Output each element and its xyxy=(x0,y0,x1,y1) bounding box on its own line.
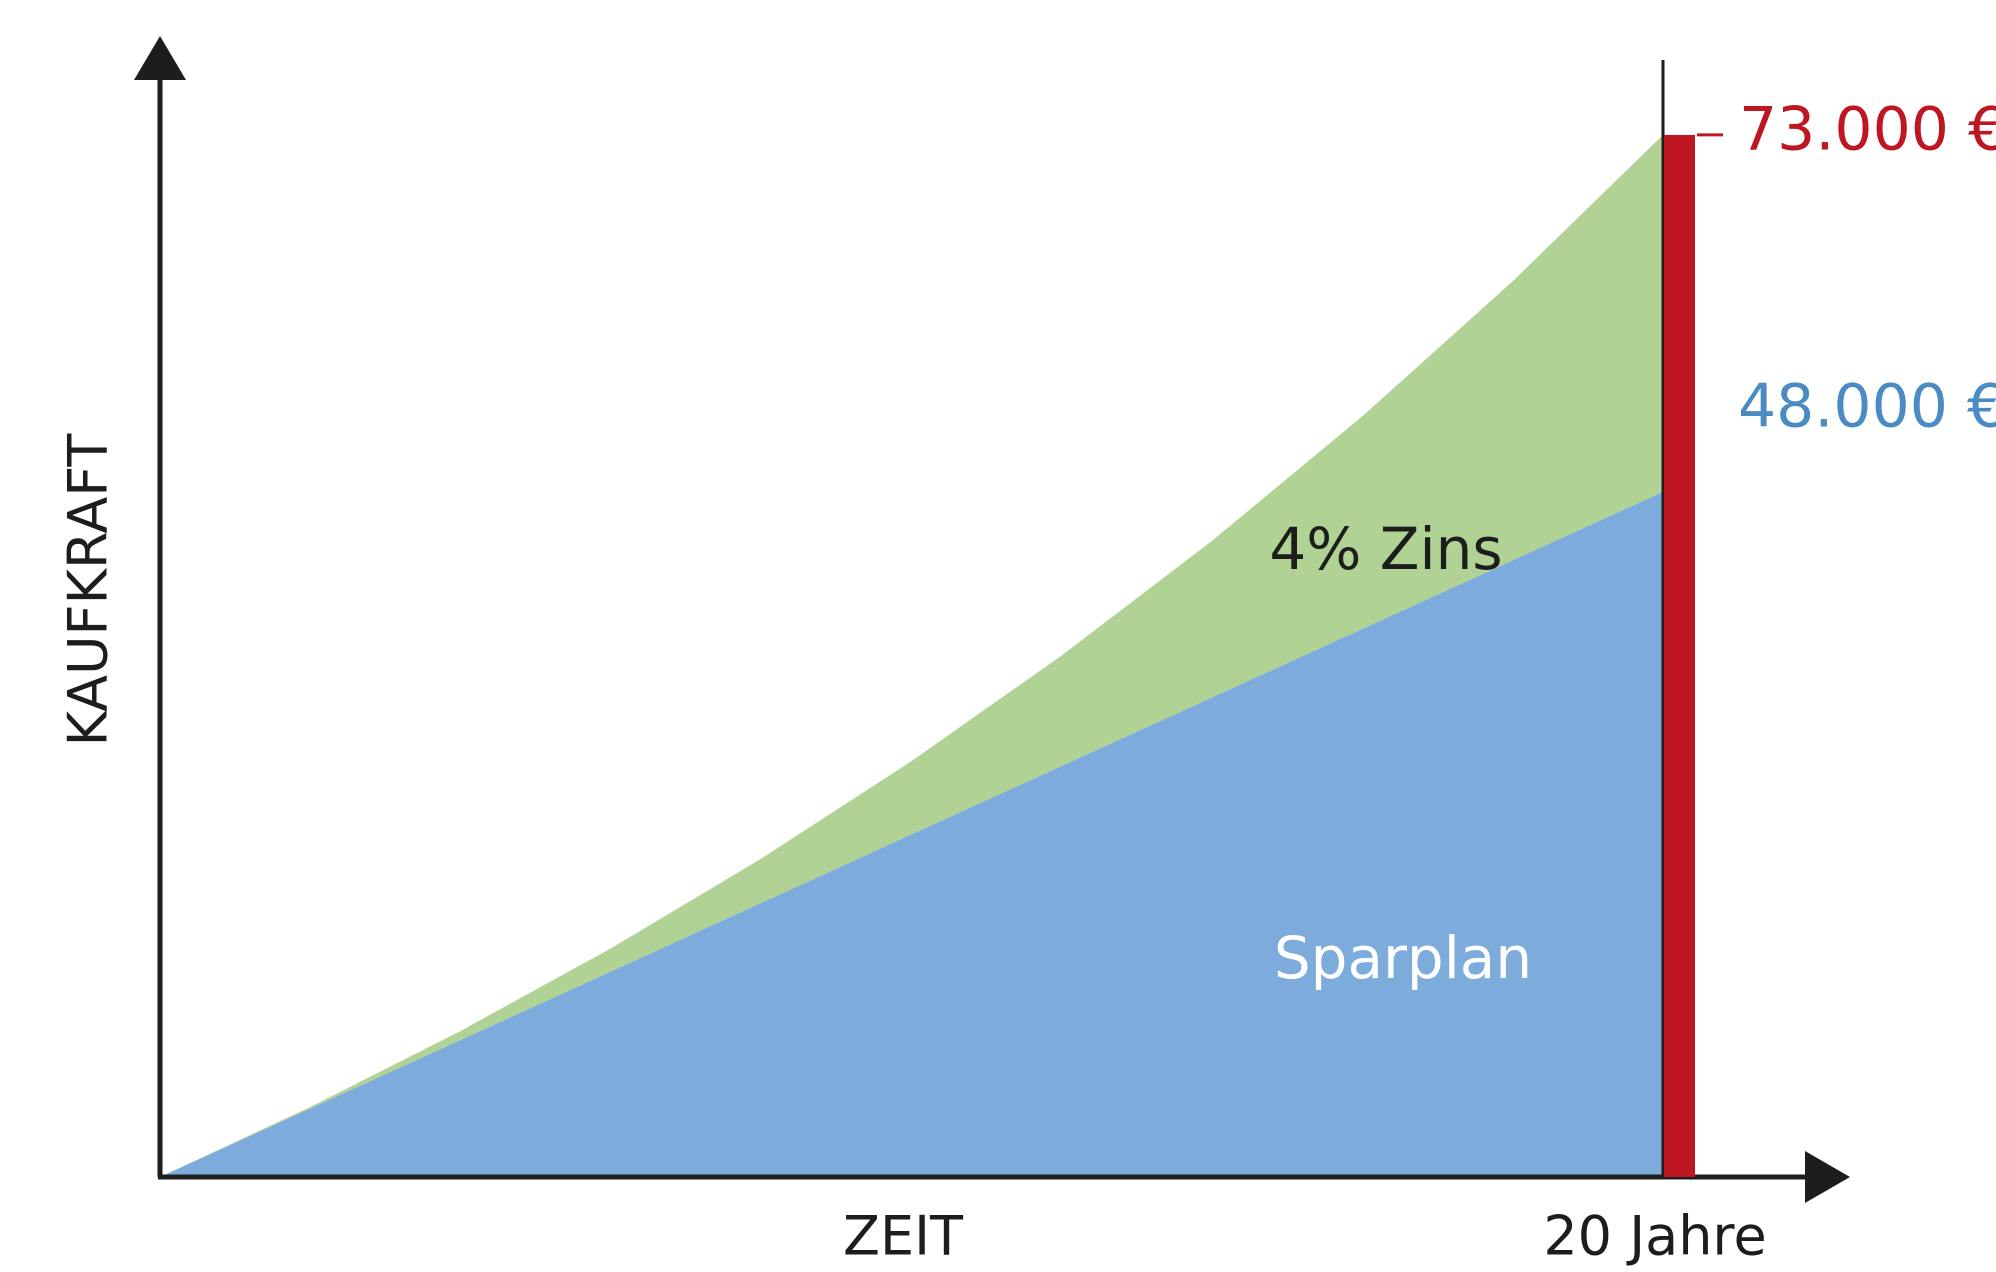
y-axis-label: KAUFKRAFT xyxy=(57,433,120,747)
x-tick-label: 20 Jahre xyxy=(1543,1205,1766,1268)
series-label: 4% Zins xyxy=(1269,515,1502,583)
y-axis-arrow xyxy=(134,36,186,80)
value-label: 73.000 € xyxy=(1739,95,1996,165)
x-axis-arrow xyxy=(1805,1151,1850,1203)
x-axis-label: ZEIT xyxy=(843,1205,964,1268)
total-bar xyxy=(1664,134,1695,1177)
value-label: 48.000 € xyxy=(1738,371,1996,441)
series-label: Sparplan xyxy=(1274,924,1532,992)
areas xyxy=(160,134,1663,1177)
axes xyxy=(134,36,1850,1203)
